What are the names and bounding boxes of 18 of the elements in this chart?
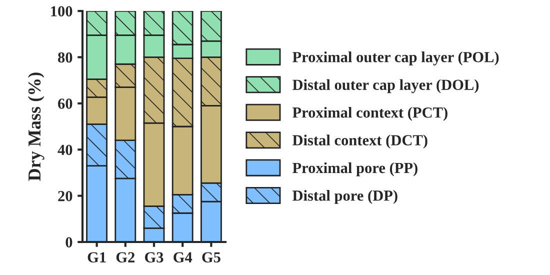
legend-label: Distal context (DCT): [292, 134, 428, 149]
legend-label: Proximal pore (PP): [292, 162, 418, 176]
x-tick-label: G4: [174, 252, 192, 262]
y-tick-label: 0: [66, 237, 72, 248]
y-tick-label: 20: [58, 190, 72, 202]
legend-label: Proximal context (PCT): [292, 106, 448, 121]
x-tick-label: G2: [116, 252, 135, 262]
legend-label: Distal pore (DP): [292, 190, 398, 204]
x-tick-label: G5: [202, 252, 220, 262]
legend-label: Proximal outer cap layer (POL): [292, 51, 499, 66]
y-tick-label: 80: [58, 52, 72, 63]
y-tick-label: 100: [51, 6, 72, 16]
legend-label: Distal outer cap layer (DOL): [292, 79, 479, 94]
y-axis-title: Dry Mass (%): [28, 72, 44, 181]
y-tick-label: 40: [58, 144, 72, 156]
y-tick-label: 60: [58, 98, 72, 109]
x-tick-label: G3: [144, 252, 164, 262]
x-tick-label: G1: [88, 252, 106, 262]
